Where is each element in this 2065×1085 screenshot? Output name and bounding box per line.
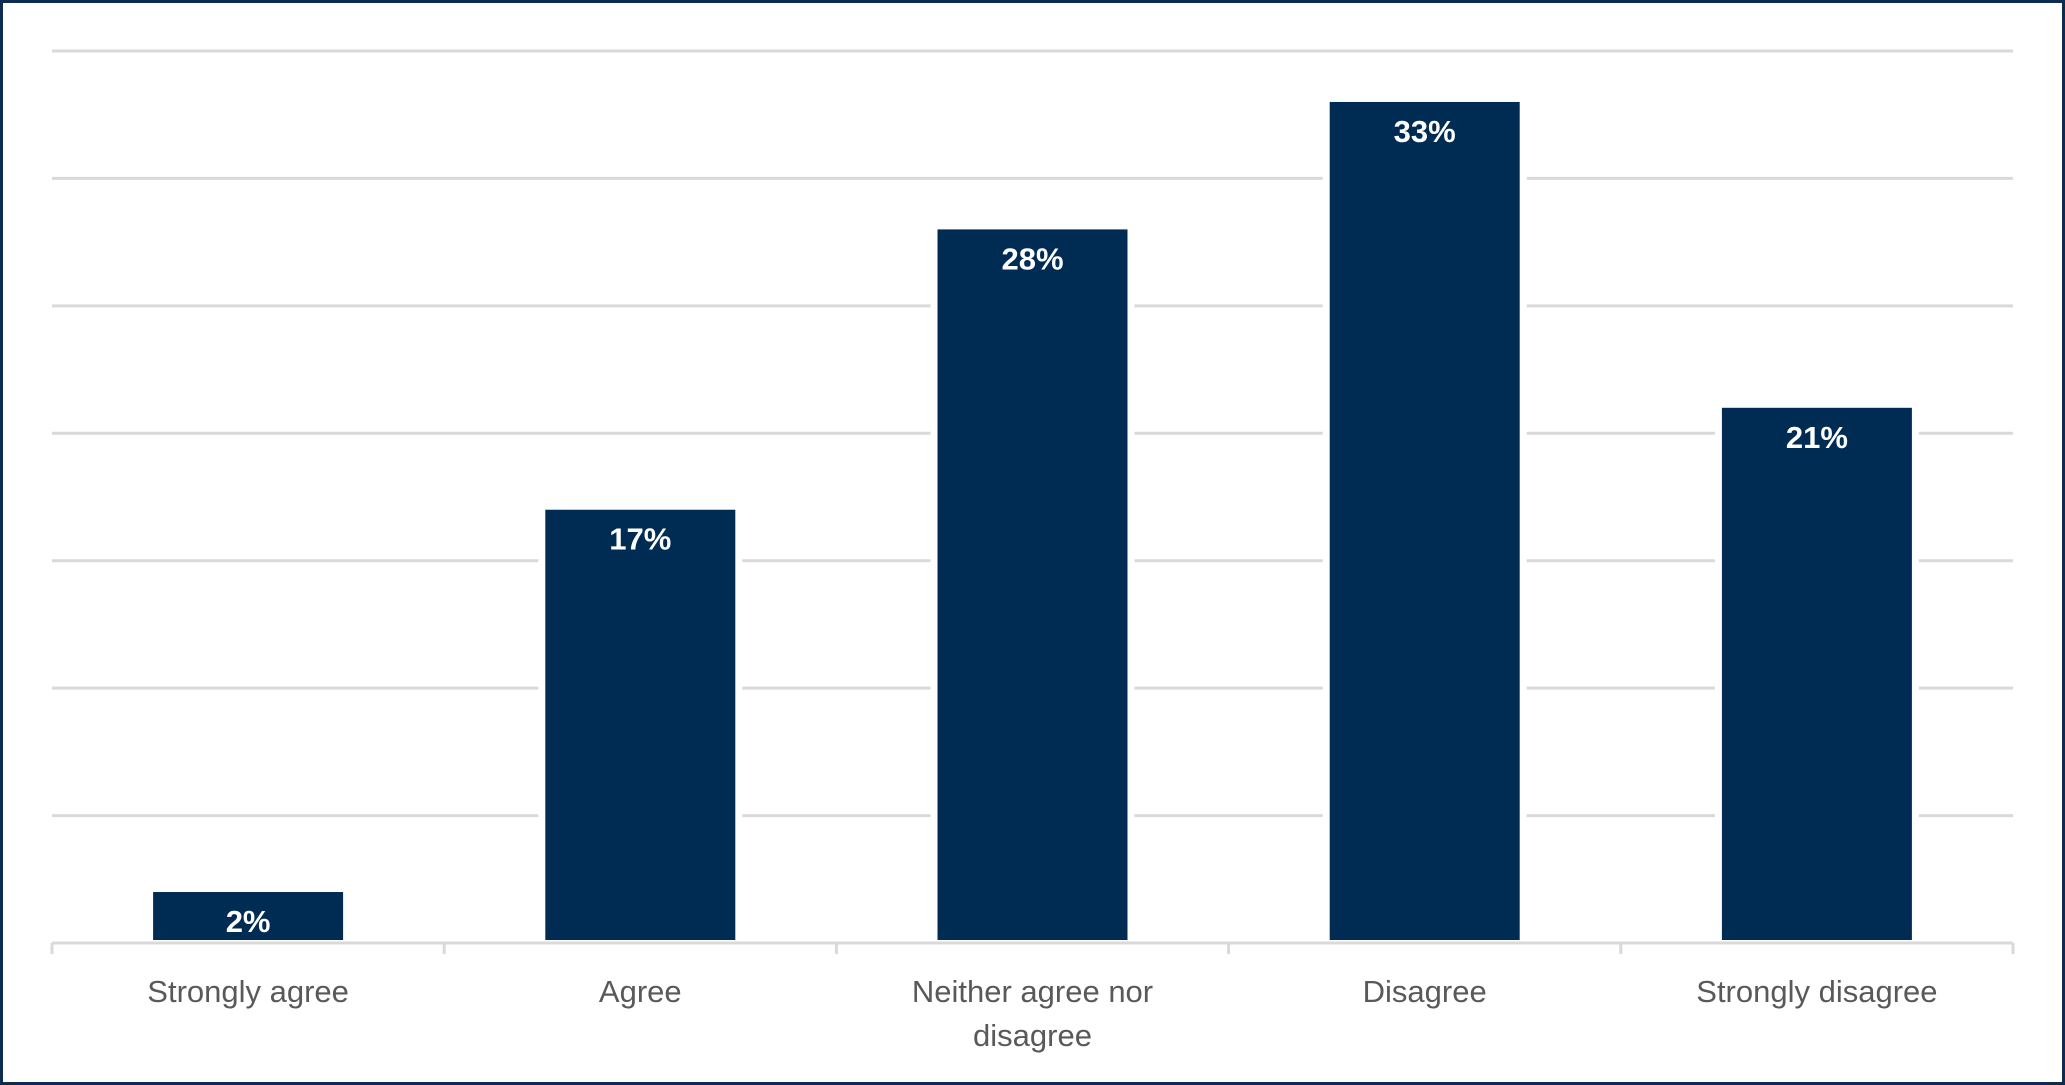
x-tick-label: Strongly agree — [147, 974, 349, 1009]
data-label: 2% — [226, 904, 271, 939]
bar — [1329, 101, 1520, 940]
bars — [153, 101, 1912, 940]
bar — [545, 509, 736, 940]
x-tick-labels: Strongly agree Agree Neither agree nor disa… — [147, 974, 1937, 1053]
data-labels: 2% 17% 28% 33% 21% — [226, 114, 1848, 939]
x-tick-label: Disagree — [1363, 974, 1487, 1009]
bar — [1721, 407, 1912, 940]
x-tick-label: Strongly disagree — [1696, 974, 1937, 1009]
data-label: 17% — [609, 522, 671, 557]
x-tick-label: Agree — [599, 974, 682, 1009]
x-axis — [50, 941, 2015, 954]
data-label: 21% — [1786, 420, 1848, 455]
bar — [937, 229, 1128, 940]
data-label: 33% — [1394, 114, 1456, 149]
bar-chart: 2% 17% 28% 33% 21% Strongly agree Agree Neithe… — [50, 49, 2015, 1053]
bar — [153, 892, 344, 940]
gridlines — [52, 49, 2013, 818]
x-tick-label: Neither agree nor disagree — [912, 974, 1153, 1053]
data-label: 28% — [1001, 241, 1063, 276]
